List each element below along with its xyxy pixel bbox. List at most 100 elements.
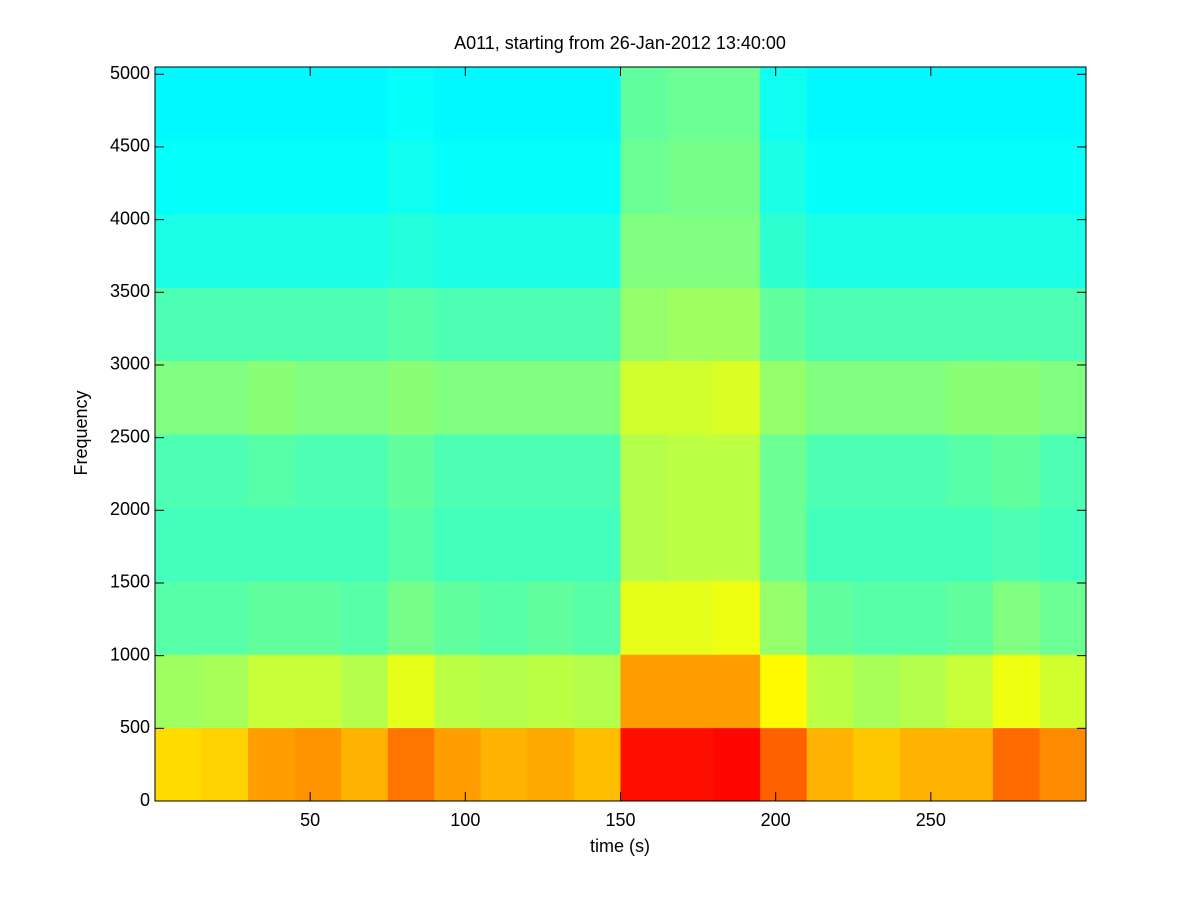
cell xyxy=(387,360,435,435)
x-tick-label: 100 xyxy=(450,810,480,830)
cell xyxy=(1039,507,1087,582)
cell xyxy=(667,434,715,508)
cell xyxy=(387,580,435,655)
cell xyxy=(667,287,715,362)
x-axis-label: time (s) xyxy=(590,836,650,856)
cell xyxy=(573,360,621,435)
cell xyxy=(806,213,854,288)
y-tick-label: 3000 xyxy=(110,354,150,374)
cell xyxy=(294,727,342,802)
cell xyxy=(387,654,435,729)
cell xyxy=(155,580,203,655)
cell xyxy=(248,654,296,729)
cell xyxy=(248,360,296,435)
cell xyxy=(760,507,808,582)
cell xyxy=(992,67,1040,141)
cell xyxy=(248,140,296,215)
cell xyxy=(201,507,249,582)
cell xyxy=(946,507,994,582)
cell xyxy=(155,654,203,729)
x-tick-label: 150 xyxy=(605,810,635,830)
cell xyxy=(341,654,389,729)
cell xyxy=(713,580,761,655)
cell xyxy=(527,727,575,802)
cell xyxy=(527,360,575,435)
cell xyxy=(294,507,342,582)
cell xyxy=(667,654,715,729)
cell xyxy=(992,654,1040,729)
cell xyxy=(341,507,389,582)
cell xyxy=(387,727,435,802)
cell xyxy=(480,507,528,582)
cell xyxy=(201,360,249,435)
cell xyxy=(294,580,342,655)
cell xyxy=(946,580,994,655)
cell xyxy=(899,67,947,141)
cell xyxy=(620,140,668,215)
y-tick-label: 3500 xyxy=(110,281,150,301)
cell xyxy=(434,434,482,508)
cell xyxy=(155,213,203,288)
cell xyxy=(992,507,1040,582)
y-tick-label: 4000 xyxy=(110,208,150,228)
cell xyxy=(155,140,203,215)
cell xyxy=(573,434,621,508)
cell xyxy=(806,67,854,141)
cell xyxy=(341,287,389,362)
cell xyxy=(341,434,389,508)
cell xyxy=(480,140,528,215)
cell xyxy=(806,507,854,582)
cell xyxy=(573,654,621,729)
cell xyxy=(527,67,575,141)
cell xyxy=(201,727,249,802)
cell xyxy=(248,727,296,802)
cell xyxy=(853,287,901,362)
cell xyxy=(480,67,528,141)
cell xyxy=(527,580,575,655)
cell xyxy=(155,727,203,802)
cell xyxy=(946,727,994,802)
cell xyxy=(341,213,389,288)
cell xyxy=(620,507,668,582)
cell xyxy=(201,213,249,288)
cell xyxy=(387,213,435,288)
y-tick-label: 2500 xyxy=(110,426,150,446)
y-tick-label: 0 xyxy=(140,790,150,810)
x-tick-label: 250 xyxy=(916,810,946,830)
cell xyxy=(248,287,296,362)
cell xyxy=(1039,580,1087,655)
cell xyxy=(853,67,901,141)
cell xyxy=(713,507,761,582)
cell xyxy=(434,654,482,729)
cell xyxy=(201,67,249,141)
cell xyxy=(155,434,203,508)
cell xyxy=(1039,360,1087,435)
y-tick-label: 2000 xyxy=(110,499,150,519)
cell xyxy=(946,360,994,435)
cell xyxy=(294,434,342,508)
cell xyxy=(573,287,621,362)
cell xyxy=(248,507,296,582)
cell xyxy=(527,654,575,729)
cell xyxy=(387,67,435,141)
cell xyxy=(806,727,854,802)
cell xyxy=(946,140,994,215)
cell xyxy=(853,434,901,508)
cell xyxy=(760,213,808,288)
cell xyxy=(899,140,947,215)
cell xyxy=(573,140,621,215)
cell xyxy=(620,434,668,508)
cell xyxy=(992,727,1040,802)
cell xyxy=(992,360,1040,435)
cell xyxy=(946,213,994,288)
cell xyxy=(1039,67,1087,141)
y-tick-label: 500 xyxy=(120,717,150,737)
cell xyxy=(434,507,482,582)
cell xyxy=(434,360,482,435)
cell xyxy=(294,360,342,435)
cell xyxy=(899,654,947,729)
cell xyxy=(155,507,203,582)
cell xyxy=(294,287,342,362)
cell xyxy=(387,140,435,215)
